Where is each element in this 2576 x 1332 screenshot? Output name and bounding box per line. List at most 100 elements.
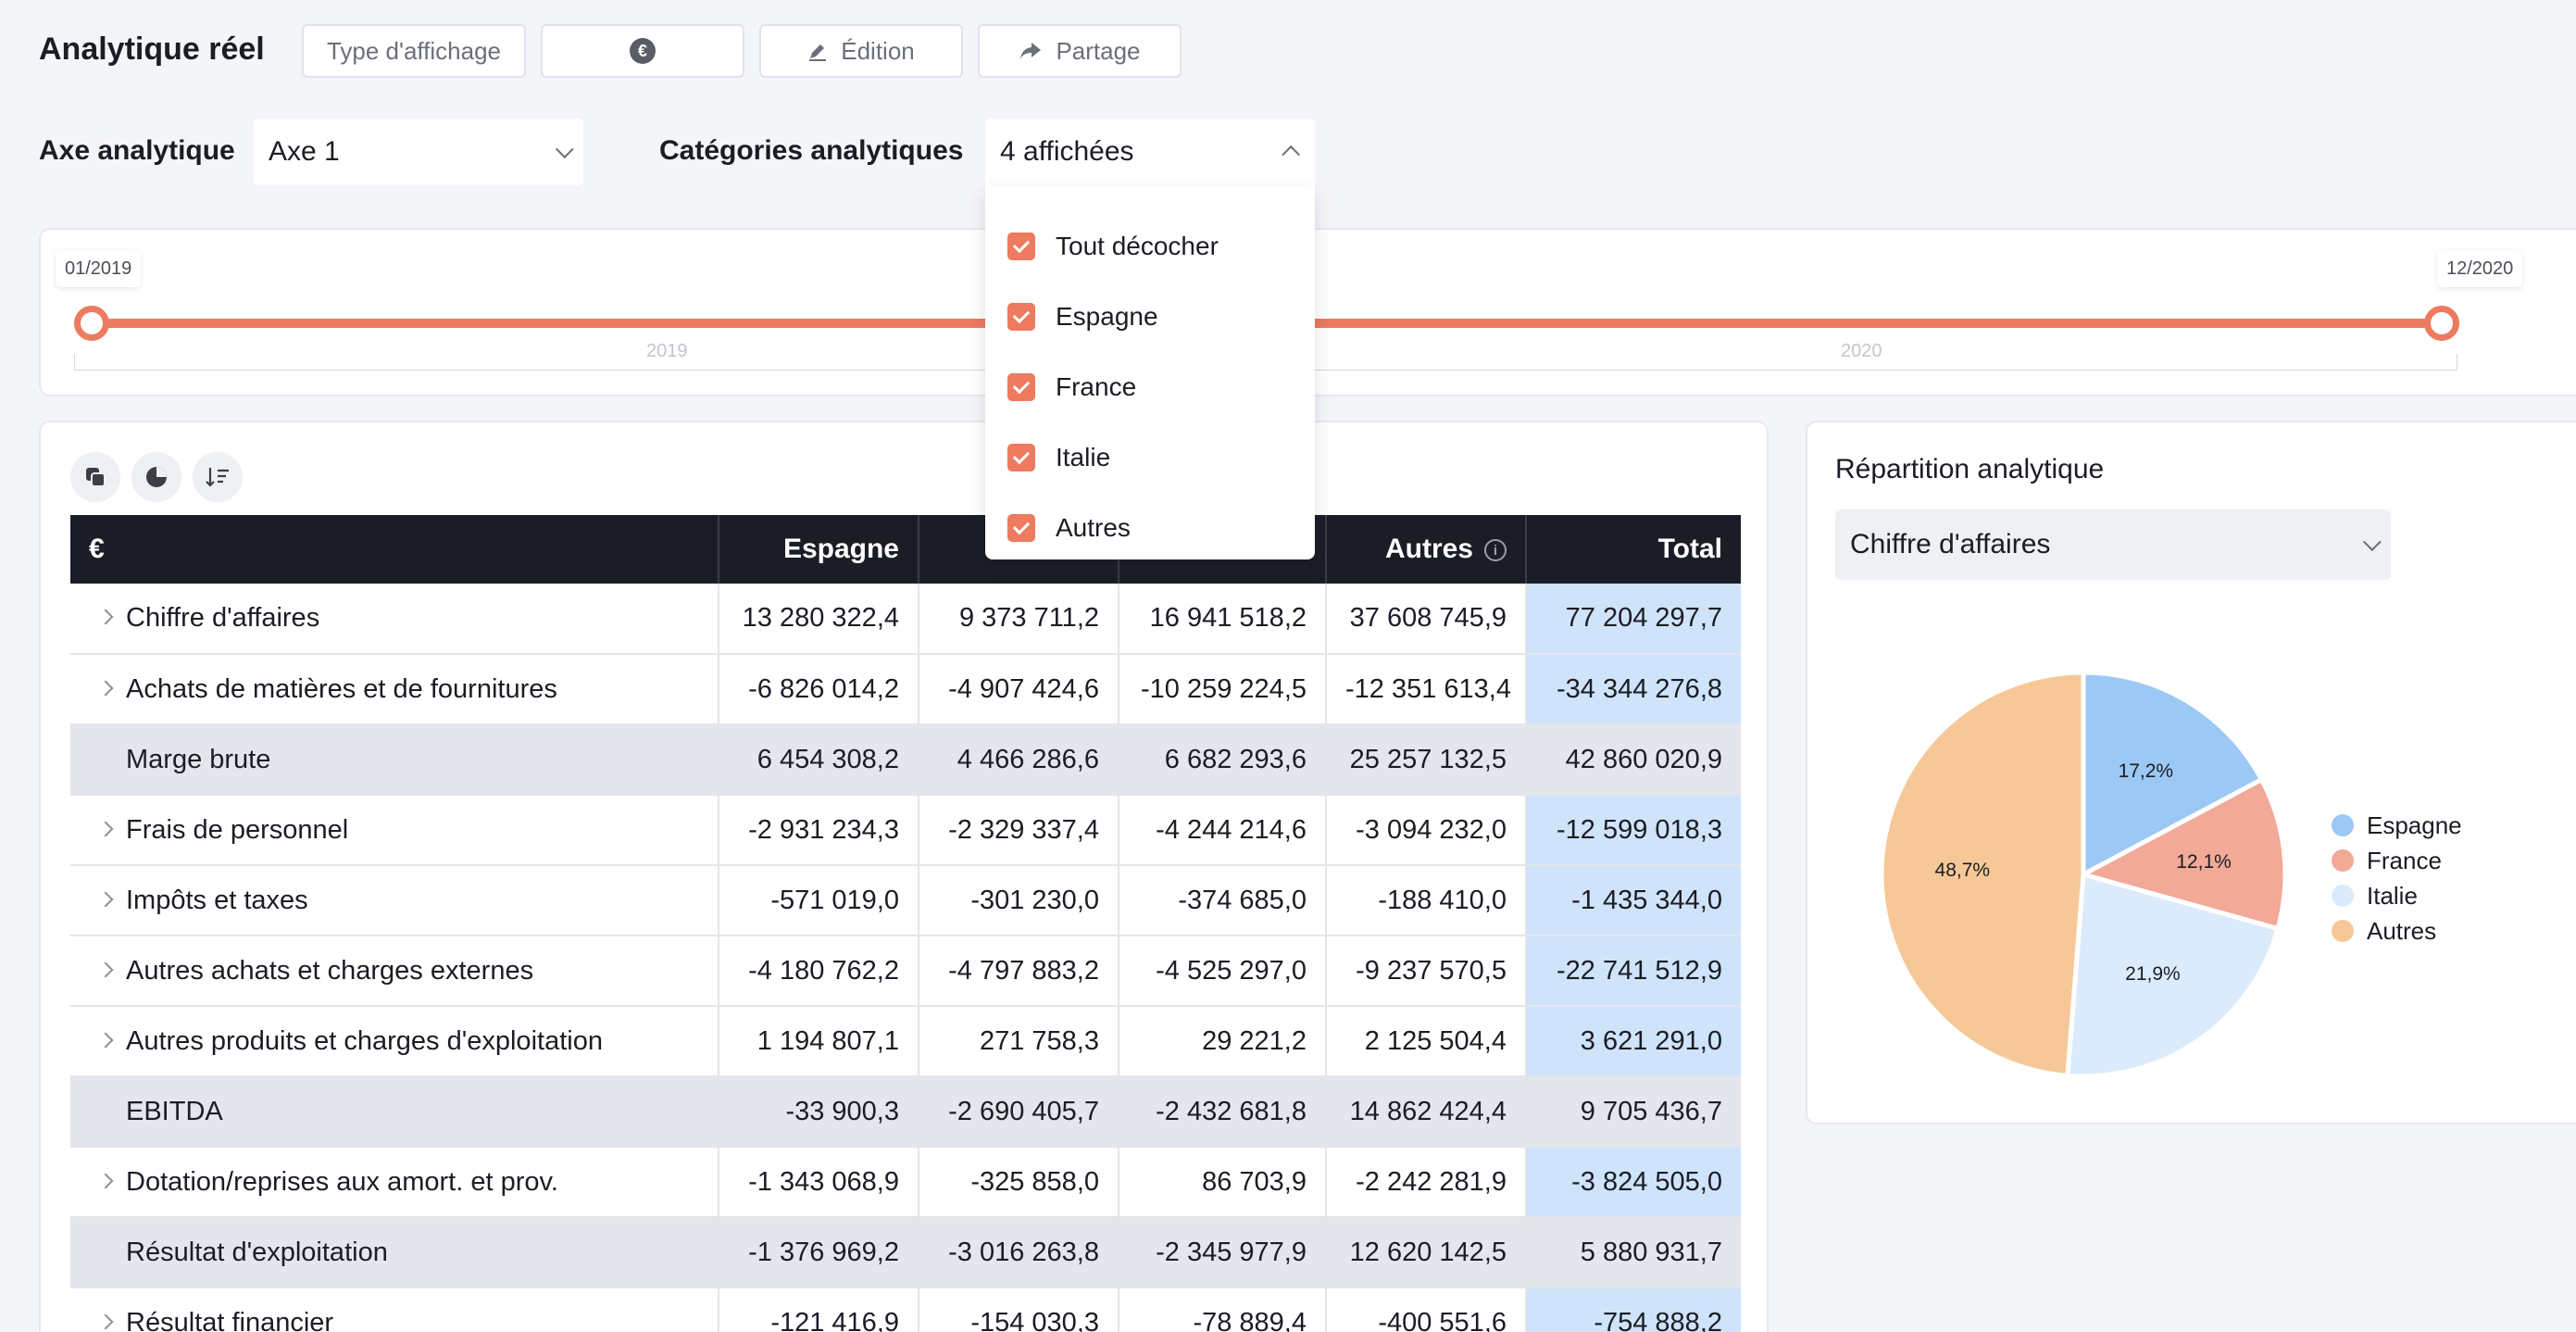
year-label-2020: 2020 [1841,341,1882,361]
legend-item-france[interactable]: France [2332,843,2462,878]
col-header-espagne[interactable]: Espagne [719,515,919,584]
period-end-handle[interactable] [2424,306,2459,341]
row-label-text: Impôts et taxes [126,885,308,915]
row-label-text: Frais de personnel [126,814,349,845]
axis-select[interactable]: Axe 1 [254,119,583,185]
table-row: Résultat d'exploitation -1 376 969,2 -3 01… [70,1217,1741,1288]
col-header-total[interactable]: Total [1526,515,1741,584]
cell-total: 42 860 020,9 [1526,724,1741,796]
pie-chart: 17,2% 12,1% 21,9% 48,7% [1879,670,2288,1079]
chevron-right-icon[interactable] [97,1313,114,1330]
cell-espagne: 6 454 308,2 [719,724,919,796]
dropdown-item-autres[interactable]: Autres [985,493,1315,563]
pie-slice-france[interactable] [2077,776,2288,932]
categories-label: Catégories analytiques [659,135,964,166]
cell-france: -4 907 424,6 [919,654,1119,725]
row-label: Dotation/reprises aux amort. et prov. [70,1147,719,1218]
cell-italie: 16 941 518,2 [1119,584,1327,655]
cell-total: -34 344 276,8 [1526,654,1741,725]
checkbox-checked-icon[interactable] [1007,232,1035,260]
cell-france: 9 373 711,2 [919,584,1119,655]
legend-item-espagne[interactable]: Espagne [2332,808,2462,843]
legend-item-autres[interactable]: Autres [2332,913,2462,949]
row-label: EBITDA [70,1076,719,1148]
categories-select-value: 4 affichées [1000,136,1134,167]
share-label: Partage [1056,36,1141,65]
table-row[interactable]: Résultat financier -121 416,9 -154 030,3 -7… [70,1288,1741,1332]
row-label-text: EBITDA [126,1096,223,1126]
cell-autres: 37 608 745,9 [1326,584,1527,655]
table-row[interactable]: Chiffre d'affaires 13 280 322,4 9 373 711,… [70,584,1741,655]
edition-button[interactable]: Édition [759,24,963,78]
checkbox-checked-icon[interactable] [1007,303,1035,331]
currency-button[interactable]: € [541,24,744,78]
table-row[interactable]: Autres achats et charges externes -4 180 … [70,936,1741,1007]
legend-label: Autres [2367,916,2437,945]
chevron-right-icon[interactable] [97,609,114,625]
row-label: Impôts et taxes [70,865,719,936]
table-row[interactable]: Achats de matières et de fournitures -6 8… [70,654,1741,725]
categories-select[interactable]: 4 affichées [985,119,1315,185]
pie-slice-label: 21,9% [2125,963,2181,985]
chevron-down-icon [555,140,574,159]
cell-autres: -3 094 232,0 [1326,795,1527,866]
metric-select-value: Chiffre d'affaires [1850,529,2051,559]
pie-slice-espagne[interactable] [2081,670,2265,879]
cell-total: 9 705 436,7 [1526,1076,1741,1148]
row-label-text: Chiffre d'affaires [126,603,320,633]
chevron-right-icon[interactable] [97,891,114,908]
cell-total: -12 599 018,3 [1526,795,1741,866]
table-row[interactable]: Dotation/reprises aux amort. et prov. -1 … [70,1147,1741,1218]
year-label-2019: 2019 [646,341,688,361]
pencil-icon [809,44,827,61]
row-label-text: Résultat d'exploitation [126,1237,388,1267]
chevron-right-icon[interactable] [97,680,114,697]
checkbox-checked-icon[interactable] [1007,444,1035,471]
chart-toggle-button[interactable] [131,452,181,502]
cell-autres: 12 620 142,5 [1326,1217,1527,1288]
share-button[interactable]: Partage [978,24,1182,78]
display-type-label: Type d'affichage [326,36,502,65]
cell-italie: 6 682 293,6 [1119,724,1327,796]
cell-italie: -4 244 214,6 [1119,795,1327,866]
col-header-autres[interactable]: Autres i [1326,515,1527,584]
table-row[interactable]: Autres produits et charges d'exploitatio… [70,1006,1741,1077]
checkbox-checked-icon[interactable] [1007,373,1035,401]
table-row[interactable]: Frais de personnel -2 931 234,3 -2 329 337… [70,795,1741,866]
copy-button[interactable] [70,452,120,502]
cell-total: 77 204 297,7 [1526,584,1741,655]
dropdown-item-espagne[interactable]: Espagne [985,282,1315,352]
info-icon[interactable]: i [1484,539,1507,562]
row-label-text: Autres produits et charges d'exploitatio… [126,1025,603,1056]
cell-espagne: -33 900,3 [719,1076,919,1148]
legend-item-italie[interactable]: Italie [2332,878,2462,913]
sort-button[interactable] [193,452,243,502]
metric-select[interactable]: Chiffre d'affaires [1835,509,2391,580]
cell-italie: -78 889,4 [1119,1288,1327,1332]
period-start-handle[interactable] [74,306,109,341]
pie-slice-autres[interactable] [1879,670,2086,1079]
chevron-right-icon[interactable] [97,1173,114,1189]
checkbox-checked-icon[interactable] [1007,514,1035,542]
dropdown-item-france[interactable]: France [985,352,1315,422]
legend-dot [2332,920,2354,942]
chevron-right-icon[interactable] [97,821,114,837]
dropdown-item-uncheck-all[interactable]: Tout décocher [985,211,1315,282]
cell-total: -3 824 505,0 [1526,1147,1741,1218]
page-title: Analytique réel [39,31,265,67]
chevron-up-icon [1282,145,1301,164]
dropdown-item-italie[interactable]: Italie [985,422,1315,493]
cell-france: -3 016 263,8 [919,1217,1119,1288]
row-label: Résultat d'exploitation [70,1217,719,1288]
chevron-right-icon[interactable] [97,961,114,978]
cell-italie: -2 345 977,9 [1119,1217,1327,1288]
cell-espagne: -4 180 762,2 [719,936,919,1007]
display-type-button[interactable]: Type d'affichage [302,24,526,78]
pie-slice-italie[interactable] [2065,871,2282,1079]
legend-dot [2332,885,2354,907]
table-row[interactable]: Impôts et taxes -571 019,0 -301 230,0 -374 … [70,865,1741,936]
chevron-right-icon[interactable] [97,1032,114,1049]
cell-autres: -9 237 570,5 [1326,936,1527,1007]
cell-total: 3 621 291,0 [1526,1006,1741,1077]
pie-chart-icon [146,467,167,487]
